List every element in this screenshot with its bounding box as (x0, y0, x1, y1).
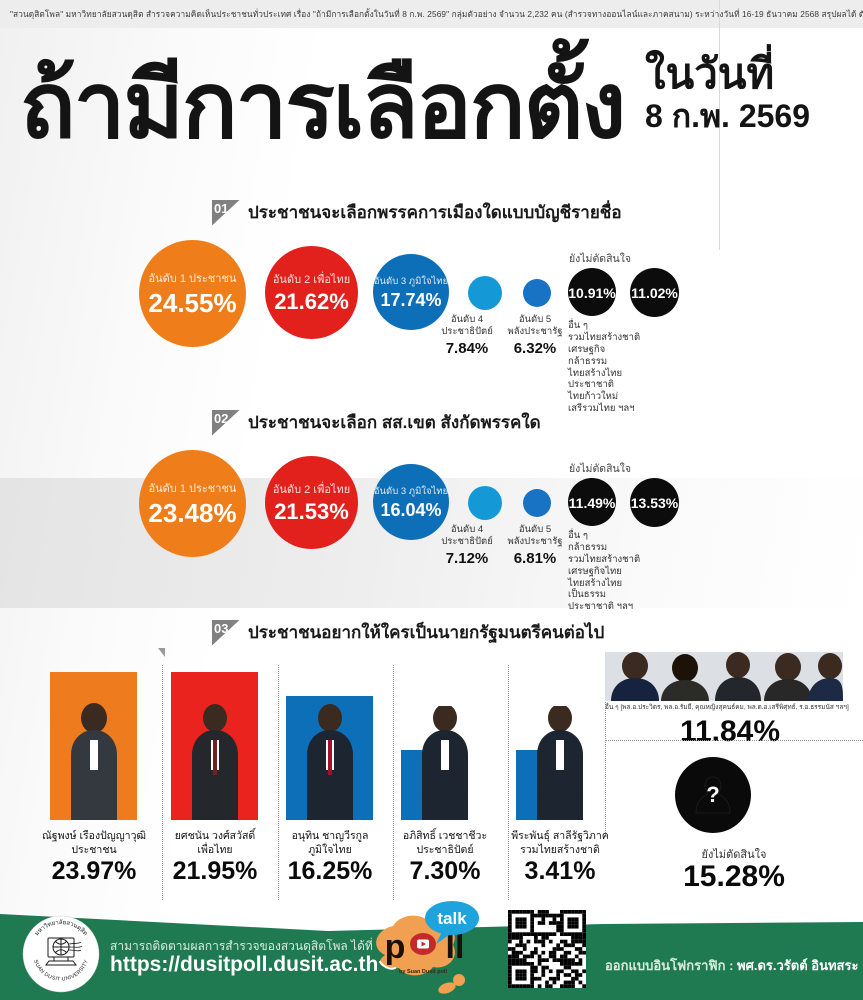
svg-text:talk: talk (437, 909, 467, 928)
svg-text:by Suan Dusit poll: by Suan Dusit poll (399, 969, 447, 975)
svg-text:p: p (385, 928, 406, 966)
